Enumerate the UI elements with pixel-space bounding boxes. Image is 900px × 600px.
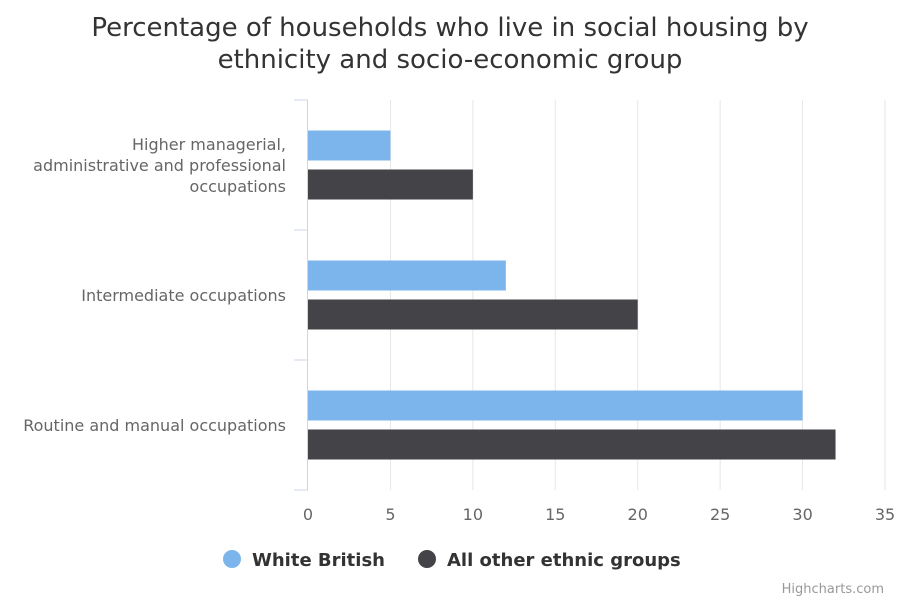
legend-item-all-other-ethnic-groups[interactable]: All other ethnic groups xyxy=(418,550,681,571)
chart-title: Percentage of households who live in soc… xyxy=(91,13,808,75)
category-axis xyxy=(294,99,308,491)
category-label-2: Routine and manual occupations xyxy=(23,416,286,435)
legend-marker-all-other-ethnic-groups xyxy=(418,550,436,568)
x-tick-label-30: 30 xyxy=(792,505,812,524)
bar-white-british-0[interactable] xyxy=(308,130,391,161)
x-tick-label-20: 20 xyxy=(628,505,648,524)
bars xyxy=(308,130,836,460)
chart-title-line-2: ethnicity and socio-economic group xyxy=(218,45,683,75)
x-tick-label-25: 25 xyxy=(710,505,730,524)
legend-label-white-british: White British xyxy=(252,550,385,571)
gridlines xyxy=(389,100,886,490)
bar-white-british-1[interactable] xyxy=(308,260,506,291)
category-label-1: Intermediate occupations xyxy=(81,286,286,305)
bar-all-other-ethnic-groups-0[interactable] xyxy=(308,169,473,200)
x-tick-label-0: 0 xyxy=(303,505,313,524)
x-tick-label-5: 5 xyxy=(385,505,395,524)
bar-all-other-ethnic-groups-2[interactable] xyxy=(308,429,836,460)
category-label-0: Higher managerial, administrative and pro… xyxy=(33,135,286,196)
legend-marker-white-british xyxy=(223,550,241,568)
bar-all-other-ethnic-groups-1[interactable] xyxy=(308,299,638,330)
x-axis-tick-labels: 0 5 10 15 20 25 30 35 xyxy=(303,505,895,524)
legend-item-white-british[interactable]: White British xyxy=(223,550,385,571)
category-label-1-line-0: Intermediate occupations xyxy=(81,286,286,305)
category-label-0-line-1: administrative and professional xyxy=(33,156,286,175)
legend-label-all-other-ethnic-groups: All other ethnic groups xyxy=(447,550,681,571)
category-label-2-line-0: Routine and manual occupations xyxy=(23,416,286,435)
x-tick-label-15: 15 xyxy=(545,505,565,524)
category-label-0-line-0: Higher managerial, xyxy=(132,135,286,154)
category-labels: Higher managerial, administrative and pro… xyxy=(23,135,286,435)
x-tick-label-35: 35 xyxy=(875,505,895,524)
credits-link[interactable]: Highcharts.com xyxy=(782,582,884,597)
x-tick-label-10: 10 xyxy=(463,505,483,524)
bar-white-british-2[interactable] xyxy=(308,390,803,421)
chart-title-line-1: Percentage of households who live in soc… xyxy=(91,13,808,43)
legend: White British All other ethnic groups xyxy=(223,550,681,571)
category-label-0-line-2: occupations xyxy=(190,177,286,196)
